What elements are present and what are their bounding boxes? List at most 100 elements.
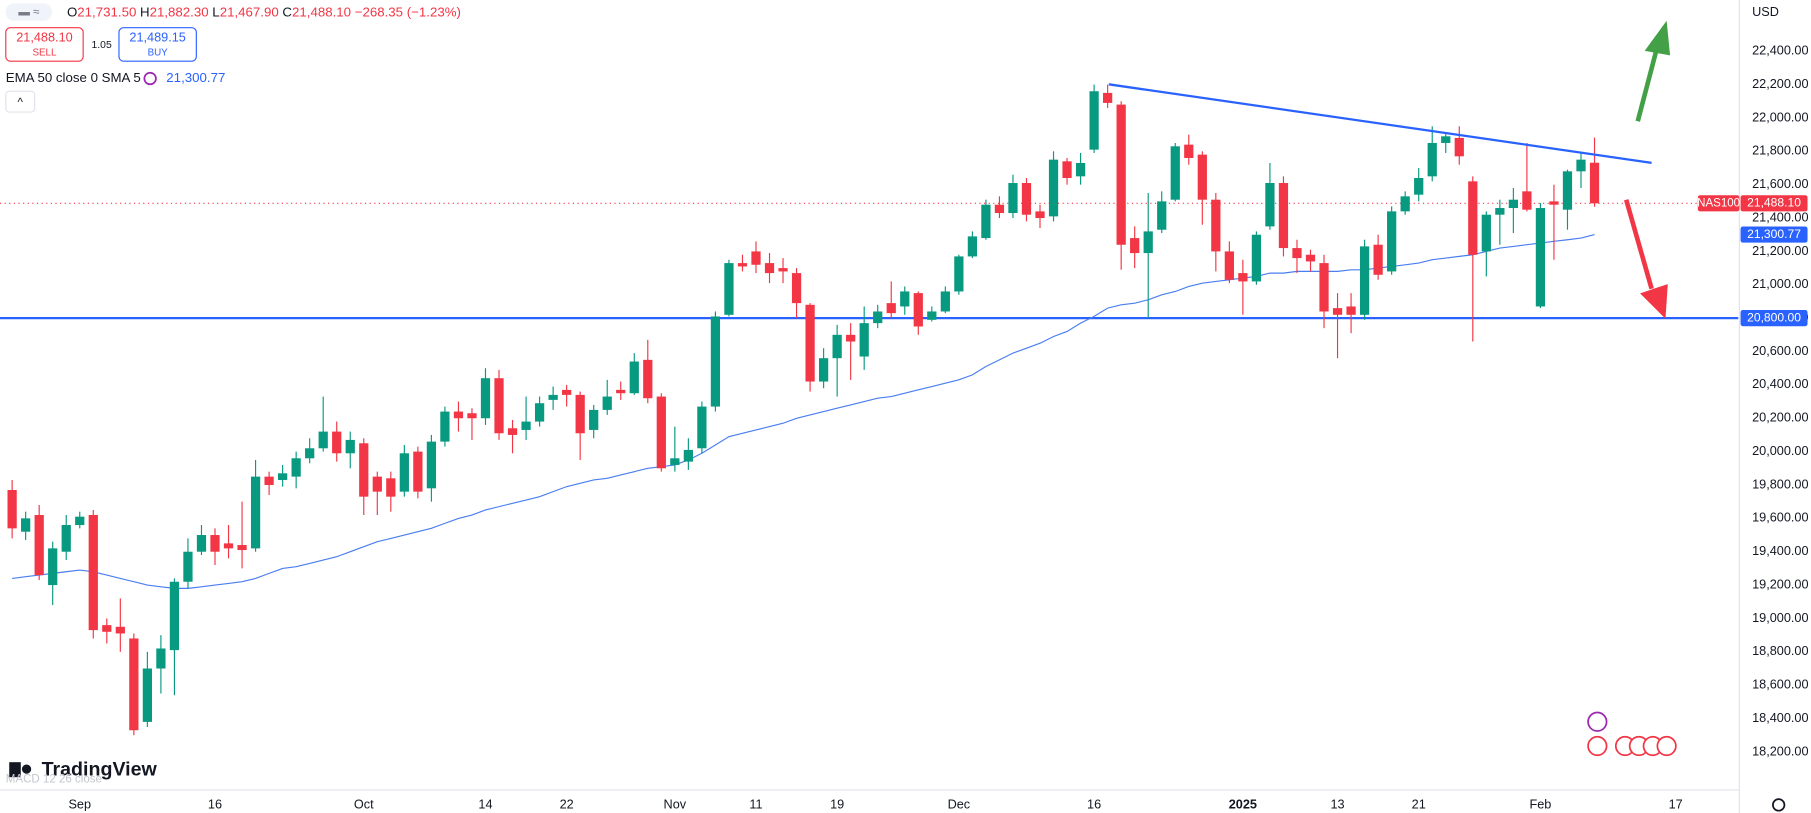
candle-body bbox=[1224, 251, 1234, 280]
candle-body bbox=[751, 251, 761, 265]
ema-line bbox=[12, 233, 1595, 589]
sell-label: SELL bbox=[32, 48, 57, 59]
y-tick-label: 21,200.00 bbox=[1752, 244, 1808, 258]
candle-body bbox=[629, 361, 639, 394]
candle-body bbox=[616, 389, 626, 394]
candle-body bbox=[1130, 238, 1140, 254]
event-icon[interactable] bbox=[1587, 711, 1608, 732]
candle-body bbox=[1048, 159, 1059, 217]
candle-body bbox=[250, 476, 261, 549]
candle-body bbox=[967, 236, 978, 257]
candle-body bbox=[480, 378, 491, 419]
candle-body bbox=[589, 409, 599, 430]
candle-body bbox=[156, 648, 166, 669]
y-tick-label: 21,400.00 bbox=[1752, 210, 1808, 224]
candle-body bbox=[1062, 161, 1072, 179]
ema-tag: 21,300.77 bbox=[1747, 227, 1801, 241]
candle-body bbox=[1522, 191, 1532, 210]
symbol-tag: NAS100 bbox=[1697, 197, 1740, 209]
plot-area bbox=[0, 84, 1739, 736]
sell-button[interactable] bbox=[5, 27, 84, 62]
x-tick-label: 17 bbox=[1669, 797, 1683, 811]
currency[interactable]: USD bbox=[1752, 5, 1779, 19]
candle-body bbox=[1211, 199, 1221, 252]
candle-body bbox=[1549, 201, 1559, 205]
candle-body bbox=[413, 451, 423, 492]
candle-body bbox=[818, 358, 829, 382]
y-tick-label: 18,400.00 bbox=[1752, 711, 1808, 725]
indicator-name: EMA 50 close 0 SMA 5 bbox=[6, 70, 141, 85]
candle-body bbox=[562, 389, 572, 395]
trend-line[interactable] bbox=[1108, 83, 1652, 164]
ohlc-key: C bbox=[282, 4, 292, 19]
up-arrow-head[interactable] bbox=[1644, 20, 1671, 56]
candle-body bbox=[1359, 246, 1370, 315]
event-flag[interactable] bbox=[1587, 735, 1608, 757]
candle-body bbox=[940, 291, 950, 312]
candle-body bbox=[1373, 244, 1383, 275]
y-tick-label: 21,600.00 bbox=[1752, 177, 1808, 191]
candle-body bbox=[1414, 178, 1424, 195]
candle-body bbox=[1589, 162, 1600, 204]
collapse-icon: ^ bbox=[18, 97, 24, 109]
candle-body bbox=[1319, 263, 1329, 312]
x-tick-label: Nov bbox=[664, 797, 687, 811]
ohlc-key: O bbox=[67, 4, 77, 19]
x-tick-label: Feb bbox=[1529, 797, 1551, 811]
down-arrow-shaft[interactable] bbox=[1623, 199, 1654, 290]
x-tick-label: 13 bbox=[1330, 797, 1344, 811]
down-arrow-head[interactable] bbox=[1640, 284, 1668, 319]
candle-body bbox=[507, 428, 518, 435]
candle-body bbox=[34, 515, 44, 576]
candle-body bbox=[1508, 199, 1518, 209]
up-arrow-shaft[interactable] bbox=[1635, 50, 1659, 122]
collapse-button[interactable] bbox=[5, 90, 36, 113]
candle-body bbox=[75, 516, 85, 526]
candle-body bbox=[1251, 234, 1262, 282]
buy-label: BUY bbox=[148, 48, 169, 59]
y-tick-label: 21,000.00 bbox=[1752, 277, 1808, 291]
y-tick-label: 19,200.00 bbox=[1752, 577, 1808, 591]
candle-body bbox=[548, 394, 558, 400]
candle-body bbox=[115, 626, 125, 634]
y-tick-label: 19,800.00 bbox=[1752, 477, 1808, 491]
candle-body bbox=[183, 551, 193, 582]
candle-body bbox=[670, 458, 680, 465]
candle-body bbox=[237, 545, 247, 551]
candle-body bbox=[1495, 208, 1505, 215]
settings-button[interactable] bbox=[1772, 798, 1786, 812]
y-tick-label: 21,800.00 bbox=[1752, 144, 1808, 158]
y-tick-label: 18,200.00 bbox=[1752, 744, 1808, 758]
x-tick-label: 21 bbox=[1412, 797, 1426, 811]
candle-body bbox=[386, 478, 396, 497]
event-flag[interactable] bbox=[1656, 735, 1677, 757]
ohlc-value: 21,731.50 bbox=[77, 4, 136, 19]
candle-body bbox=[426, 441, 437, 489]
candle-body bbox=[61, 525, 71, 552]
x-tick-label: 19 bbox=[830, 797, 844, 811]
candle-body bbox=[1441, 136, 1451, 143]
ohlc-value: 21,488.10 bbox=[292, 4, 351, 19]
change: −268.35 (−1.23%) bbox=[355, 4, 461, 19]
candle-body bbox=[1278, 183, 1289, 249]
indicator-icon[interactable] bbox=[143, 71, 157, 86]
candle-body bbox=[1103, 92, 1113, 103]
candle-body bbox=[1481, 214, 1491, 252]
y-tick-label: 20,200.00 bbox=[1752, 411, 1808, 425]
candle-body bbox=[88, 515, 98, 631]
x-tick-label: Sep bbox=[68, 797, 91, 811]
symbol-pill[interactable] bbox=[5, 3, 52, 21]
candle-body bbox=[1035, 211, 1045, 219]
candle-body bbox=[305, 448, 315, 459]
symbol-tag-bg bbox=[1697, 195, 1740, 212]
candle-body bbox=[1197, 154, 1207, 200]
x-tick-label: 14 bbox=[478, 797, 492, 811]
candle-body bbox=[1089, 91, 1099, 150]
y-tick-label: 20,000.00 bbox=[1752, 444, 1808, 458]
candle-body bbox=[521, 421, 531, 430]
buy-button[interactable] bbox=[118, 27, 197, 62]
candle-body bbox=[1238, 273, 1248, 282]
x-tick-label: 2025 bbox=[1229, 797, 1257, 811]
candle-body bbox=[372, 476, 382, 492]
